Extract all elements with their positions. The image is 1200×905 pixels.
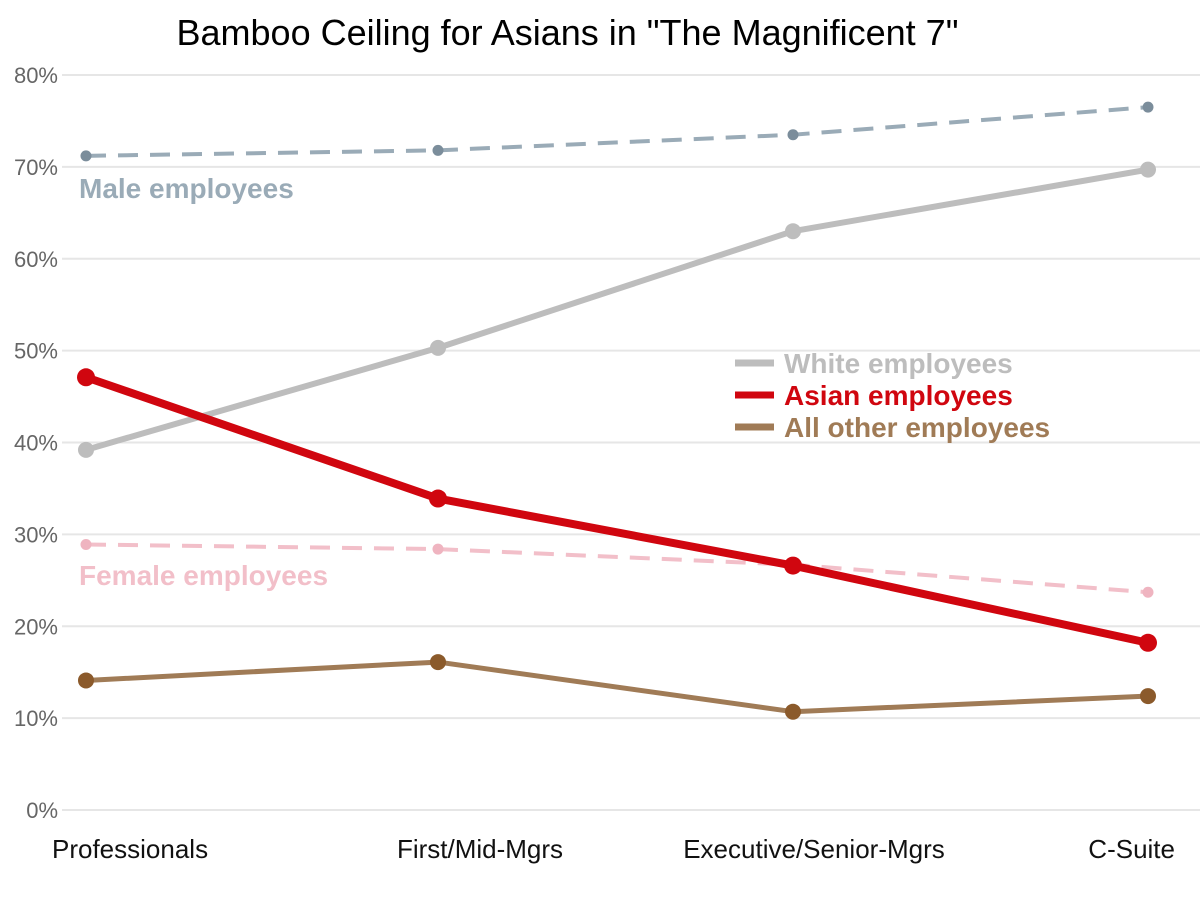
x-tick-label: C-Suite [1088, 834, 1175, 864]
annotation-female: Female employees [79, 560, 328, 591]
annotation-layer: Male employees Female employees [79, 173, 328, 591]
series-line [85, 542, 1149, 595]
series-line [85, 105, 1149, 158]
x-axis-ticks: Professionals First/Mid-Mgrs Executive/Sen… [52, 834, 1175, 864]
data-point [1139, 633, 1157, 652]
data-point [429, 489, 447, 508]
y-tick-label: 20% [14, 614, 58, 639]
legend-item: Asian employees [735, 380, 1013, 411]
legend-item: All other employees [735, 412, 1050, 443]
series-line [83, 659, 1151, 715]
data-point [77, 368, 95, 387]
data-point [78, 672, 94, 689]
y-axis-ticks: 0% 10% 20% 30% 40% 50% 60% 70% 80% [14, 63, 58, 823]
legend-label: White employees [784, 348, 1013, 379]
data-point [787, 129, 799, 141]
data-point [1142, 586, 1154, 598]
data-point [1140, 688, 1156, 705]
x-tick-label: Executive/Senior-Mgrs [683, 834, 945, 864]
series-male-employees [80, 101, 1154, 162]
grid-layer [62, 74, 1200, 811]
y-tick-label: 70% [14, 155, 58, 180]
data-point [1142, 101, 1154, 113]
y-tick-label: 80% [14, 63, 58, 88]
data-point [430, 339, 446, 356]
y-tick-label: 50% [14, 339, 58, 364]
legend-label: Asian employees [784, 380, 1013, 411]
legend-item: White employees [735, 348, 1013, 379]
series-white-employees [78, 161, 1156, 458]
data-point [432, 543, 444, 555]
data-point [785, 223, 801, 240]
series-all-other-employees [78, 654, 1156, 720]
data-point [1140, 161, 1156, 178]
x-tick-label: First/Mid-Mgrs [397, 834, 563, 864]
series-layer [77, 101, 1157, 720]
data-point [430, 654, 446, 671]
data-point [432, 144, 444, 156]
y-tick-label: 40% [14, 431, 58, 456]
series-asian-employees [77, 368, 1157, 652]
series-line [83, 166, 1151, 453]
series-line [82, 373, 1152, 647]
x-tick-label: Professionals [52, 834, 208, 864]
legend-label: All other employees [784, 412, 1050, 443]
y-tick-label: 30% [14, 522, 58, 547]
chart-title: Bamboo Ceiling for Asians in "The Magnif… [176, 12, 959, 53]
data-point [80, 150, 92, 162]
annotation-male: Male employees [79, 173, 294, 204]
data-point [78, 441, 94, 458]
data-point [784, 556, 802, 575]
data-point [785, 703, 801, 720]
y-tick-label: 60% [14, 247, 58, 272]
y-tick-label: 10% [14, 706, 58, 731]
data-point [80, 538, 92, 550]
y-tick-label: 0% [26, 798, 58, 823]
